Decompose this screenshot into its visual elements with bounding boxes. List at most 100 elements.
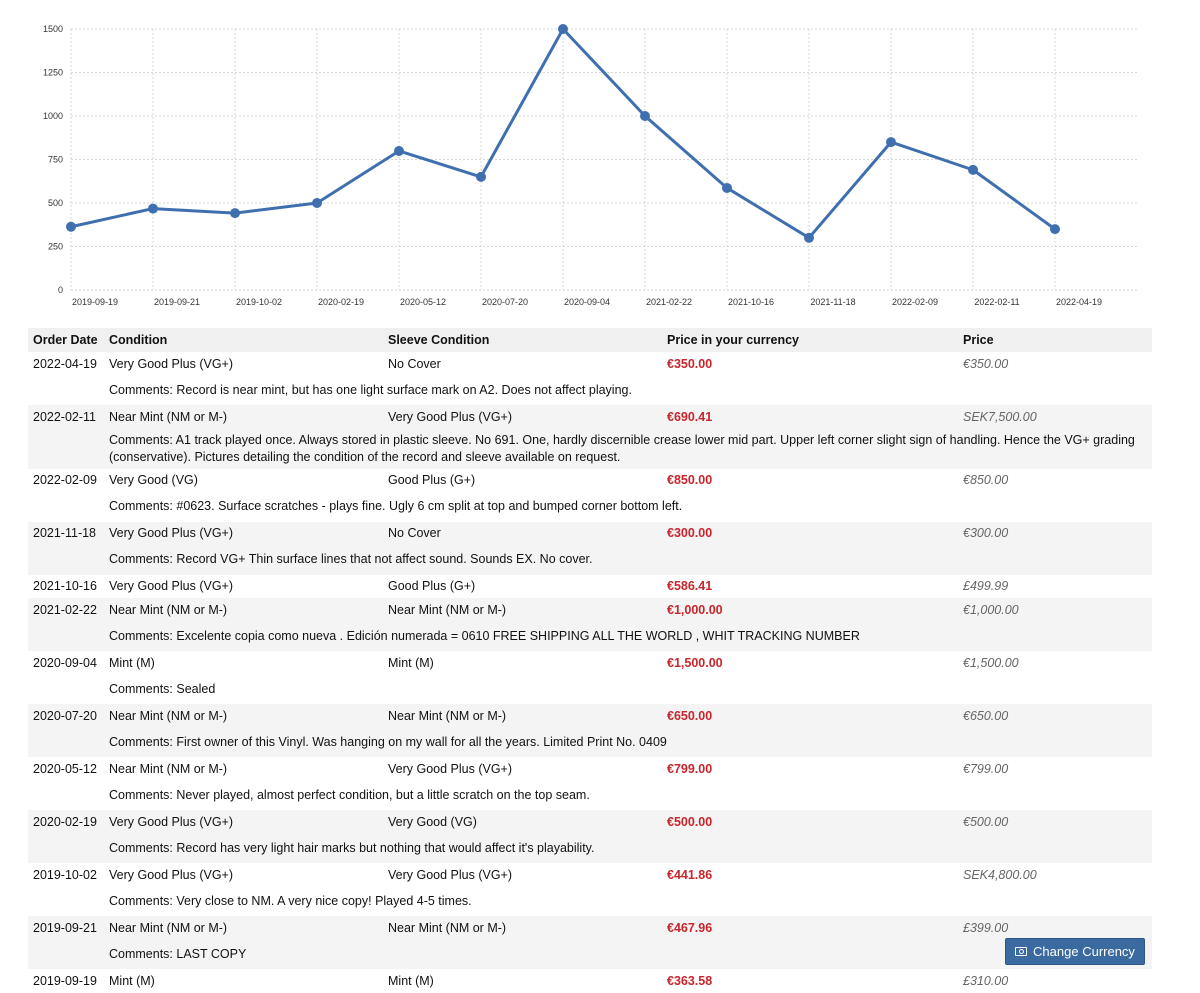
comment-spacer [28,781,104,811]
price-cell: SEK7,500.00 [958,405,1152,429]
price-cell: £310.00 [963,973,1009,988]
condition-cell: Very Good (VG) [109,473,198,488]
data-point [312,198,322,208]
x-tick-label: 2020-09-04 [564,297,610,307]
sleeve-condition-cell: Good Plus (G+) [388,579,476,594]
price-cell: €350.00 [963,356,1009,371]
table-row: 2021-11-18 Very Good Plus (VG+) No Cover €3… [28,521,1152,545]
comment-spacer [28,621,104,651]
sleeve-condition-cell: Near Mint (NM or M-) [383,704,662,728]
sleeve-condition-cell: Very Good Plus (VG+) [388,867,513,882]
price-cell: €650.00 [958,704,1152,728]
sleeve-condition-cell: Near Mint (NM or M-) [383,598,662,622]
condition-cell: Very Good Plus (VG+) [109,356,234,371]
table-row: 2020-09-04 Mint (M) Mint (M) €1,500.00 €1,50… [28,651,1152,675]
comment-spacer [28,545,104,575]
data-point [230,208,240,219]
comment-text: Comments: LAST COPY [104,939,1152,969]
price-your-currency-cell: €363.58 [667,973,713,988]
y-tick-label: 1500 [43,24,63,34]
price-your-currency-cell: €1,000.00 [662,598,958,622]
comment-spacer [28,939,104,969]
order-date-cell: 2022-02-11 [28,405,104,429]
condition-cell: Near Mint (NM or M-) [104,598,383,622]
y-tick-label: 250 [48,242,63,252]
price-your-currency-cell: €441.86 [667,867,713,882]
data-point [476,171,486,182]
price-your-currency-cell: €690.41 [662,405,958,429]
price-history-chart: 0 250 500 750 1000 1250 1500 2019-09-19 2019-09-… [43,24,1137,307]
table-body: 2022-04-19 Very Good Plus (VG+) No Cover €3… [28,352,1152,993]
data-point [968,164,978,175]
x-tick-label: 2019-10-02 [236,297,282,307]
price-cell: €500.00 [958,810,1152,834]
price-cell: €300.00 [958,521,1152,545]
price-cell: €850.00 [963,473,1009,488]
comment-spacer [28,675,104,705]
price-cell: £399.00 [958,916,1152,940]
table-row: 2020-07-20 Near Mint (NM or M-) Near Mint … [28,704,1152,728]
order-date-cell: 2022-02-09 [33,473,97,488]
comment-spacer [28,833,104,863]
condition-cell: Near Mint (NM or M-) [109,761,228,776]
order-date-cell: 2020-02-19 [28,810,104,834]
x-tick-label: 2019-09-19 [72,297,118,307]
comment-row: Comments: Record is near mint, but has o… [28,376,1152,406]
change-currency-button[interactable]: Change Currency [1005,938,1145,965]
condition-cell: Very Good Plus (VG+) [104,521,383,545]
data-point [66,221,76,232]
price-your-currency-cell: €850.00 [667,473,713,488]
comment-text: Comments: Excelente copia como nueva . E… [104,621,1152,651]
table-row: 2021-02-22 Near Mint (NM or M-) Near Mint … [28,598,1152,622]
order-date-cell: 2021-10-16 [33,579,97,594]
header-sleeve-condition: Sleeve Condition [383,328,662,352]
y-tick-label: 1250 [43,68,63,78]
comment-row: Comments: Sealed [28,675,1152,705]
order-date-cell: 2021-11-18 [28,521,104,545]
comment-spacer [28,887,104,917]
comment-text: Comments: Sealed [109,681,216,696]
x-tick-label: 2020-05-12 [400,297,446,307]
comment-row: Comments: Never played, almost perfect c… [28,781,1152,811]
y-tick-label: 500 [48,198,63,208]
condition-cell: Very Good Plus (VG+) [109,579,234,594]
table-row: 2021-10-16 Very Good Plus (VG+) Good Plus … [28,575,1152,599]
order-date-cell: 2021-02-22 [28,598,104,622]
comment-text: Comments: #0623. Surface scratches - pla… [109,499,683,514]
y-tick-label: 750 [48,155,63,165]
price-cell: £499.99 [963,579,1009,594]
table-row: 2019-10-02 Very Good Plus (VG+) Very Good … [28,863,1152,887]
condition-cell: Near Mint (NM or M-) [104,916,383,940]
x-tick-label: 2021-02-22 [646,297,692,307]
sleeve-condition-cell: Mint (M) [388,973,434,988]
price-your-currency-cell: €586.41 [667,579,713,594]
change-currency-label: Change Currency [1033,944,1135,959]
y-tick-label: 1000 [43,111,63,121]
data-point [558,24,568,34]
table-row: 2022-04-19 Very Good Plus (VG+) No Cover €3… [28,352,1152,376]
sleeve-condition-cell: Very Good Plus (VG+) [383,405,662,429]
comment-row: Comments: LAST COPY [28,939,1152,969]
comment-spacer [28,727,104,757]
table-row: 2019-09-19 Mint (M) Mint (M) €363.58 £310.00 [28,969,1152,993]
condition-cell: Mint (M) [109,973,155,988]
y-tick-label: 0 [58,285,63,295]
price-your-currency-cell: €467.96 [662,916,958,940]
comment-spacer [28,376,104,406]
comment-spacer [28,492,104,522]
comment-text: Comments: Record is near mint, but has o… [109,382,632,397]
order-date-cell: 2022-04-19 [33,356,97,371]
comment-text: Comments: Record has very light hair mar… [104,833,1152,863]
data-point [804,232,814,243]
table-header-row: Order Date Condition Sleeve Condition Pr… [28,328,1152,352]
comment-text: Comments: Very close to NM. A very nice … [109,893,472,908]
order-date-cell: 2019-10-02 [33,867,97,882]
condition-cell: Near Mint (NM or M-) [104,405,383,429]
price-cell: €799.00 [963,761,1009,776]
table-row: 2020-05-12 Near Mint (NM or M-) Very Good … [28,757,1152,781]
x-tick-label: 2022-02-11 [974,297,1019,307]
price-your-currency-cell: €799.00 [667,761,713,776]
price-cell: €1,000.00 [958,598,1152,622]
table-row: 2019-09-21 Near Mint (NM or M-) Near Mint … [28,916,1152,940]
x-tick-label: 2021-11-18 [810,297,855,307]
